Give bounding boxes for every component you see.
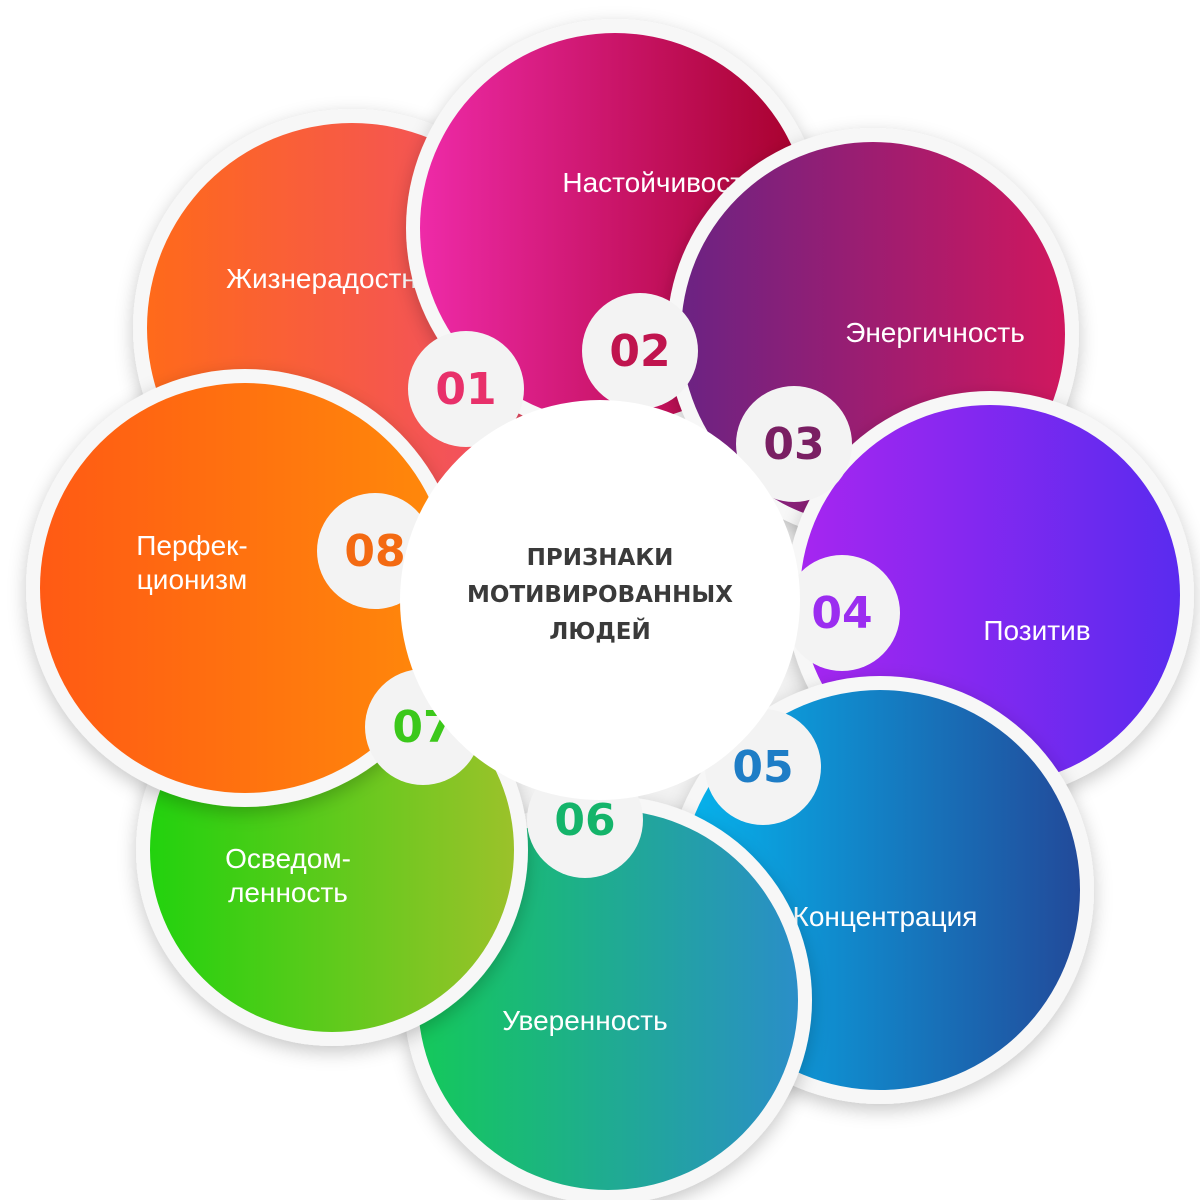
petal-number: 08 [344,526,405,577]
number-pad [408,331,524,447]
number-pad [784,555,900,671]
petal-number: 03 [763,419,824,470]
petal-label: ционизм [137,564,247,595]
petal-number: 06 [554,795,615,846]
petal-label: Концентрация [793,901,978,932]
number-pad [736,386,852,502]
petal-number: 02 [609,326,670,377]
petal-label: ленность [228,877,348,908]
center-core [400,400,800,800]
center-title-line-3: ЛЮДЕЙ [549,617,651,645]
number-pad [582,293,698,409]
petal-number: 05 [732,742,793,793]
petal-label: Уверенность [502,1005,667,1036]
petal-number: 01 [435,364,496,415]
petal-label: Энергичность [845,317,1025,348]
center-title-line-1: ПРИЗНАКИ [527,545,674,571]
petals-group: ЖизнерадостностьНастойчивостьЭнергичност… [26,19,1194,1200]
petal-label: Позитив [983,615,1090,646]
petal-08: Перфек-ционизм [26,369,464,807]
petal-label: Осведом- [225,843,351,874]
center-title-line-2: МОТИВИРОВАННЫХ [467,582,733,608]
petal-label: Перфек- [136,530,247,561]
petal-disc [40,383,450,793]
petal-number: 04 [811,588,872,639]
center-title: ПРИЗНАКИ МОТИВИРОВАННЫХ ЛЮДЕЙ [467,545,733,645]
